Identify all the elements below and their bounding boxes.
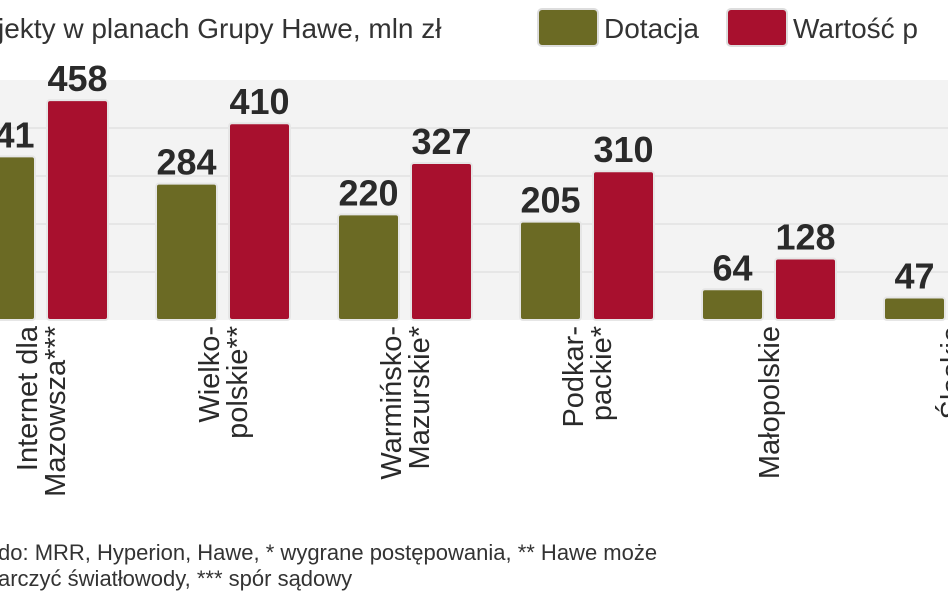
legend-label: Wartość p [793,13,918,44]
chart-title: jekty w planach Grupy Hawe, mln zł [0,13,442,44]
legend-label: Dotacja [604,13,699,44]
bar [519,220,582,322]
x-tick-label: Śląskie [934,326,948,420]
legend-swatch [537,8,599,47]
source-note: arczyć światłowody, *** spór sądowy [0,566,352,591]
value-label: 410 [229,81,289,122]
bar [155,182,218,321]
value-label: 205 [520,180,580,221]
bar [592,170,655,321]
x-tick-label: Warmińsko-Mazurskie* [376,326,436,480]
value-label: 64 [712,247,752,288]
bar [701,288,764,321]
value-label: 341 [0,114,35,155]
value-label: 220 [338,172,398,213]
value-label: 128 [775,217,835,258]
legend-swatch [726,8,788,47]
value-label: 310 [593,129,653,170]
bar [0,155,36,321]
value-label: 458 [47,58,107,99]
bar [228,122,291,321]
x-tick-label: Internet dlaMazowsza*** [12,325,72,497]
source-note: do: MRR, Hyperion, Hawe, * wygrane postę… [0,540,657,565]
x-tick-label: Małopolskie [754,326,786,479]
bar [410,162,473,321]
bar [883,296,946,322]
x-tick-label: Wielko-polskie** [194,326,254,439]
value-label: 47 [894,255,934,296]
value-label: 284 [156,142,216,183]
bar [337,213,400,321]
value-label: 327 [411,121,471,162]
x-tick-label: Podkar-packie* [558,326,618,428]
bar [46,99,109,321]
bar [774,257,837,321]
